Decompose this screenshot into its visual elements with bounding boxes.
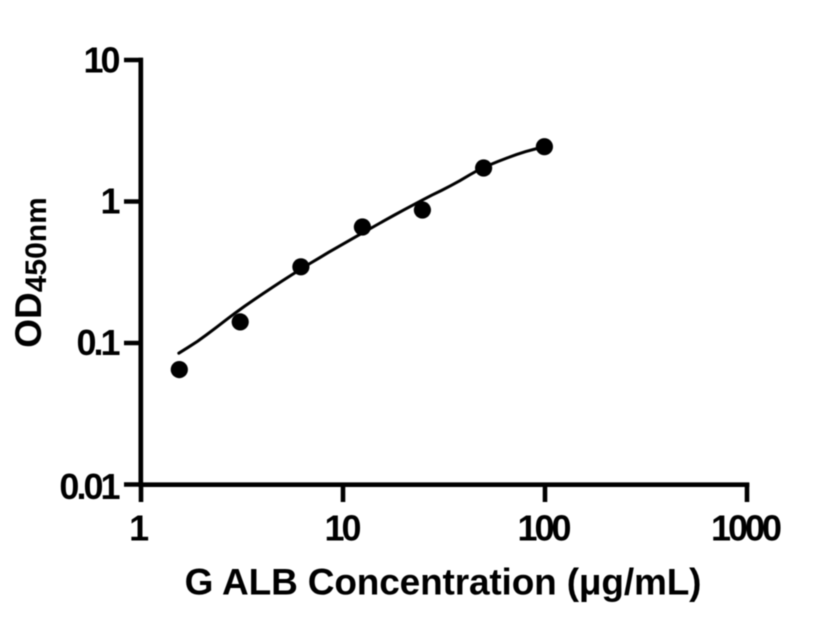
svg-text:0.01: 0.01 xyxy=(59,466,120,507)
svg-text:10: 10 xyxy=(324,508,360,549)
svg-text:1: 1 xyxy=(129,508,149,549)
svg-text:0.1: 0.1 xyxy=(76,322,120,363)
svg-text:1000: 1000 xyxy=(711,508,781,549)
svg-text:100: 100 xyxy=(517,508,570,549)
svg-text:G ALB Concentration (μg/mL): G ALB Concentration (μg/mL) xyxy=(185,562,702,603)
svg-text:1: 1 xyxy=(100,181,120,222)
svg-text:OD450nm: OD450nm xyxy=(8,197,53,348)
svg-text:10: 10 xyxy=(83,40,119,81)
